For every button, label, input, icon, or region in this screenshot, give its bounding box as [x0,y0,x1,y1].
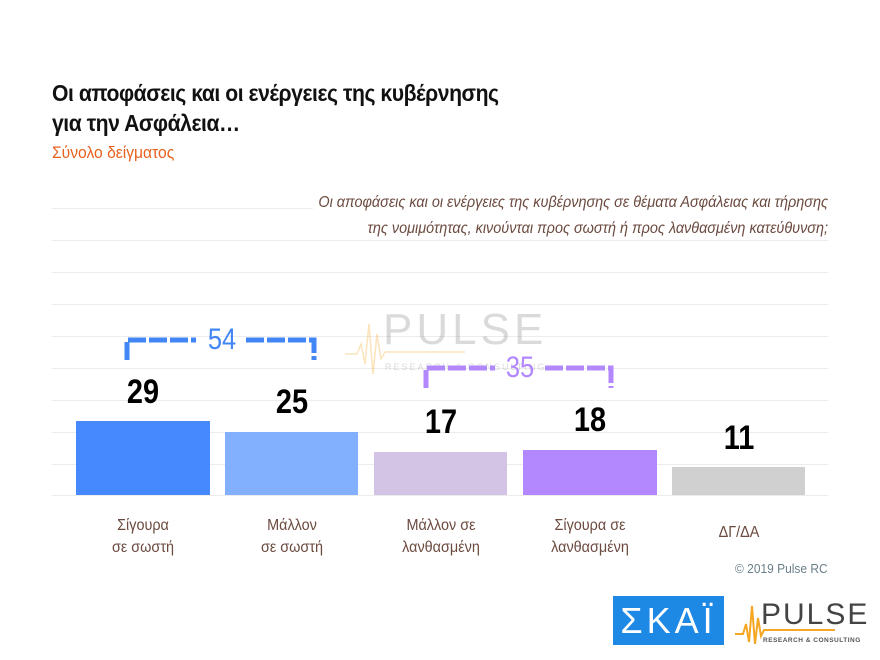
category-label: Μάλλον σε σωστή [230,515,355,559]
category-label: ΔΓ/ΔΑ [677,522,802,544]
chart-subtitle: Σύνολο δείγματος [52,143,175,162]
svg-text:PULSE: PULSE [383,305,545,354]
question-line1: Οι αποφάσεις και οι ενέργειες της κυβέρν… [312,194,828,211]
category-label-line2: λανθασμένη [402,539,480,556]
bar-likely-wrong [374,452,507,495]
bar-likely-correct [225,432,358,495]
bar-value: 25 [275,383,309,421]
bar-certain-correct [76,421,210,495]
category-label-line2: λανθασμένη [551,539,629,556]
bracket-label-wrong: 35 [505,351,535,384]
chart-title: Οι αποφάσεις και οι ενέργειες της κυβέρν… [52,78,499,138]
gridline [52,272,828,273]
category-label-line1: Σίγουρα [117,517,169,534]
chart-title-line1: Οι αποφάσεις και οι ενέργειες της κυβέρν… [52,80,499,106]
bar-value: 17 [424,403,458,441]
skai-logo: ΣΚΑΪ [613,596,724,645]
bracket-correct-total [124,337,317,360]
bar-value: 29 [126,373,160,411]
category-label: Σίγουρα σε λανθασμένη [528,515,653,559]
category-label-line2: σε σωστή [260,539,324,556]
svg-text:RESEARCH & CONSULTING: RESEARCH & CONSULTING [763,637,861,644]
gridline [52,240,828,241]
question-line2: της νομιμότητας, κινούνται προς σωστή ή … [361,220,828,237]
bar-value: 11 [723,419,755,457]
gridline [52,304,828,305]
baseline [52,495,828,496]
category-label-line1: Σίγουρα σε [554,517,626,534]
survey-question: Οι αποφάσεις και οι ενέργειες της κυβέρν… [177,190,828,242]
category-label: Μάλλον σε λανθασμένη [379,515,504,559]
category-label-line1: Μάλλον σε [406,517,476,534]
copyright-notice: © 2019 Pulse RC [735,561,828,576]
bar-value: 18 [573,401,607,439]
svg-text:PULSE: PULSE [761,598,869,631]
bracket-label-correct: 54 [207,323,237,356]
bracket-wrong-total [423,365,614,388]
gridline [52,432,828,433]
category-label-line1: Μάλλον [267,517,317,534]
gridline [52,336,828,337]
gridline [52,400,828,401]
pulse-logo: PULSE RESEARCH & CONSULTING [735,598,869,644]
bar-dont-know [672,467,805,495]
chart-title-line2: για την Ασφάλεια… [52,110,240,136]
category-label: Σίγουρα σε σωστή [81,515,206,559]
bar-certain-wrong [523,450,657,495]
category-label-line2: σε σωστή [111,539,175,556]
category-label-line1: ΔΓ/ΔΑ [718,524,760,541]
